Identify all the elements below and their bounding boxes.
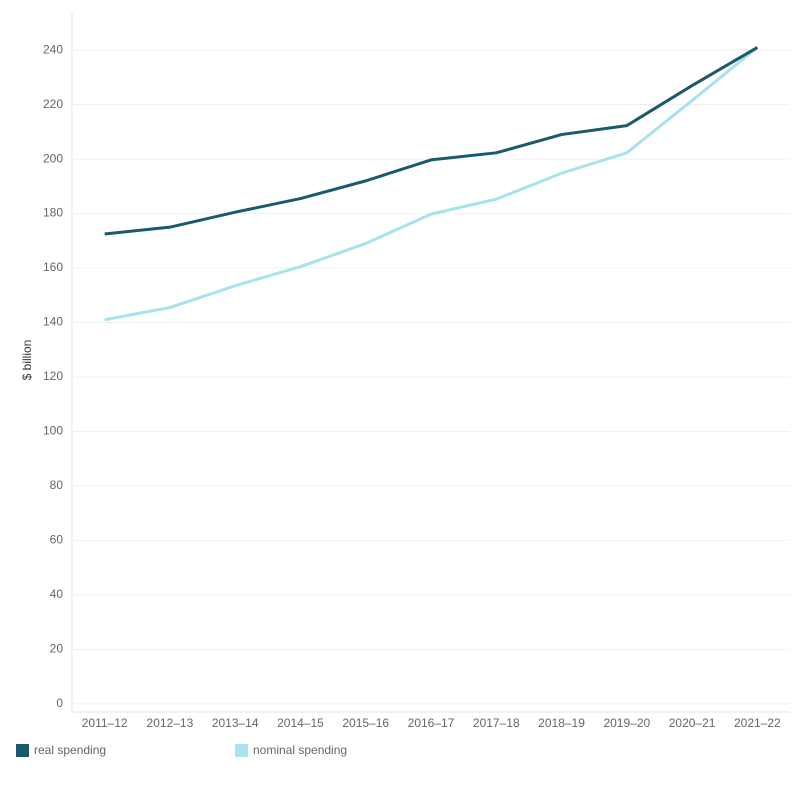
x-tick-label: 2015–16 — [342, 716, 389, 730]
x-tick-label: 2013–14 — [212, 716, 259, 730]
x-tick-label: 2016–17 — [408, 716, 455, 730]
x-tick-label: 2017–18 — [473, 716, 520, 730]
legend-swatch — [235, 744, 248, 757]
x-tick-label: 2019–20 — [603, 716, 650, 730]
x-tick-label: 2018–19 — [538, 716, 585, 730]
y-tick-label: 200 — [43, 151, 63, 165]
y-tick-label: 140 — [43, 315, 63, 329]
x-tick-label: 2014–15 — [277, 716, 324, 730]
x-tick-label: 2012–13 — [147, 716, 194, 730]
series-line — [104, 46, 759, 236]
y-tick-label: 60 — [50, 533, 64, 547]
legend-swatch — [16, 744, 29, 757]
y-tick-label: 0 — [56, 696, 63, 710]
y-tick-label: 180 — [43, 206, 63, 220]
legend-label: nominal spending — [253, 743, 347, 757]
y-tick-label: 40 — [50, 587, 64, 601]
y-tick-label: 160 — [43, 260, 63, 274]
y-tick-label: 80 — [50, 478, 64, 492]
x-tick-label: 2021–22 — [734, 716, 781, 730]
y-tick-label: 120 — [43, 369, 63, 383]
x-tick-label: 2011–12 — [82, 716, 128, 730]
x-tick-label: 2020–21 — [669, 716, 716, 730]
legend-label: real spending — [34, 743, 106, 757]
y-tick-label: 240 — [43, 42, 63, 56]
y-axis-label: $ billion — [20, 340, 34, 381]
y-tick-label: 220 — [43, 97, 63, 111]
y-tick-label: 100 — [43, 424, 63, 438]
series-line — [104, 46, 759, 322]
y-tick-label: 20 — [50, 642, 64, 656]
